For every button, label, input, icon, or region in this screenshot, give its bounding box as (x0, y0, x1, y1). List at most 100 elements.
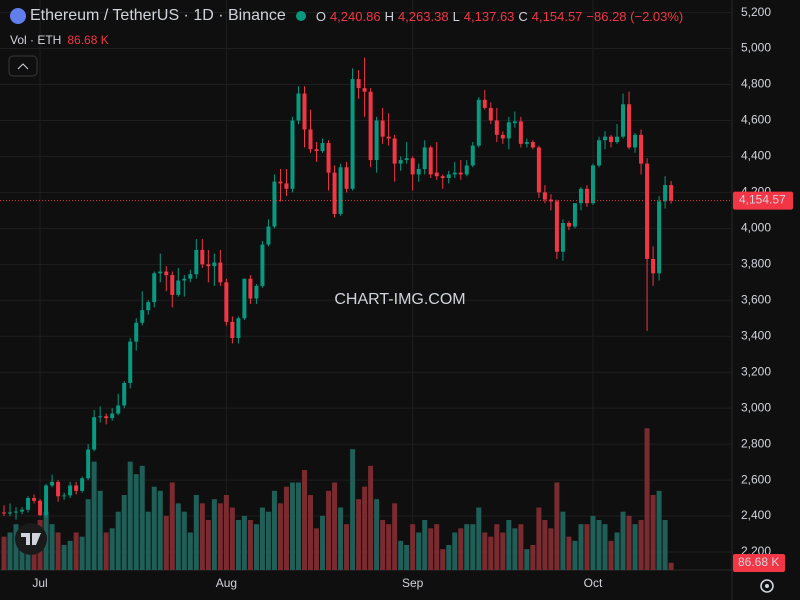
y-tick-label: 5,000 (741, 41, 771, 55)
candle-body (254, 285, 259, 299)
last-volume-badge (733, 554, 785, 572)
candle-body (278, 181, 283, 184)
volume-bar (7, 532, 13, 570)
volume-bar (332, 482, 338, 570)
candle-body (500, 134, 505, 139)
candle-body (230, 321, 235, 339)
volume-bar (458, 528, 464, 570)
candle-body (542, 192, 547, 200)
candle-body (50, 481, 55, 486)
volume-bar (668, 562, 674, 570)
candle-body (104, 416, 109, 419)
volume-bar (518, 524, 524, 570)
volume-legend: Vol · ETH 86.68 K (10, 33, 109, 47)
volume-bar (572, 540, 578, 570)
candle-body (452, 172, 457, 175)
candle-body (176, 280, 181, 295)
x-tick-label: Aug (216, 576, 237, 590)
candle-body (578, 188, 583, 204)
volume-bar (524, 549, 530, 570)
volume-bar (338, 507, 344, 570)
volume-bar (488, 536, 494, 570)
volume-bar (79, 536, 85, 570)
candle-body (627, 104, 632, 148)
volume-bar (470, 524, 476, 570)
candle-body (590, 165, 595, 204)
settings-button[interactable] (760, 579, 774, 593)
volume-bar (626, 515, 632, 570)
candle-body (476, 99, 481, 146)
volume-bar (356, 499, 362, 570)
y-tick-label: 4,800 (741, 77, 771, 91)
volume-bar (320, 515, 326, 570)
candle-body (344, 167, 349, 189)
volume-bar (241, 515, 247, 570)
volume-bar (404, 545, 410, 570)
candle-body (218, 262, 223, 283)
y-tick-label: 3,600 (741, 292, 771, 306)
volume-bar (440, 549, 446, 570)
ohlc-label: H (384, 8, 394, 24)
candle-body (68, 485, 73, 496)
volume-bar (55, 532, 61, 570)
volume-bar (614, 532, 620, 570)
last-price-badge (733, 191, 793, 210)
volume-bar (121, 495, 127, 570)
volume-bar (554, 482, 560, 570)
candle-body (164, 271, 169, 276)
volume-bar (452, 532, 458, 570)
candle-body (110, 413, 115, 419)
ohlc-label: O (315, 8, 326, 24)
volume-bar (259, 507, 265, 570)
volume-bar (344, 524, 350, 570)
candle-body (332, 172, 337, 214)
y-tick-label: 4,000 (741, 221, 771, 235)
volume-bar (584, 524, 590, 570)
volume-bar (476, 507, 482, 570)
candle-body (80, 478, 85, 491)
candle-body (422, 147, 427, 170)
candle-body (134, 322, 139, 342)
candle-body (518, 121, 523, 144)
status-dot (295, 11, 306, 21)
volume-value: 86.68 K (67, 33, 109, 47)
candle-body (446, 174, 451, 179)
volume-bar (277, 503, 283, 570)
ohlc-value: 4,137.63 (463, 8, 515, 24)
change: −86.28 (−2.03%) (586, 8, 684, 24)
candle-body (464, 165, 469, 175)
candle-body (536, 147, 541, 193)
volume-bar (253, 524, 259, 570)
candle-body (645, 163, 650, 259)
y-tick-label: 3,000 (741, 400, 771, 414)
volume-bar (163, 515, 169, 570)
ohlc-value: 4,263.38 (397, 8, 449, 24)
volume-bar (193, 495, 199, 570)
volume-bar (350, 449, 356, 570)
volume-bar (97, 490, 103, 570)
volume-bar (289, 482, 295, 570)
settings-icon (765, 584, 769, 588)
candle-body (20, 509, 25, 512)
candle-body (158, 271, 163, 274)
y-tick-label: 3,400 (741, 328, 771, 342)
last-volume-label: 86.68 K (738, 555, 779, 569)
volume-bar (295, 482, 301, 570)
y-tick-label: 3,200 (741, 364, 771, 378)
logo-mark (21, 533, 41, 545)
volume-bar (61, 545, 67, 570)
volume-bar (560, 511, 566, 570)
volume-bar (482, 532, 488, 570)
collapse-button[interactable] (8, 55, 38, 77)
volume-bar (13, 524, 19, 570)
y-tick-label: 2,600 (741, 472, 771, 486)
logo[interactable] (15, 523, 47, 555)
x-tick-label: Oct (584, 576, 603, 590)
candle-body (86, 449, 91, 479)
volume-bar (374, 499, 380, 570)
volume-bar (620, 511, 626, 570)
volume-bar (590, 515, 596, 570)
volume-bar (91, 461, 97, 570)
candle-body (404, 158, 409, 161)
